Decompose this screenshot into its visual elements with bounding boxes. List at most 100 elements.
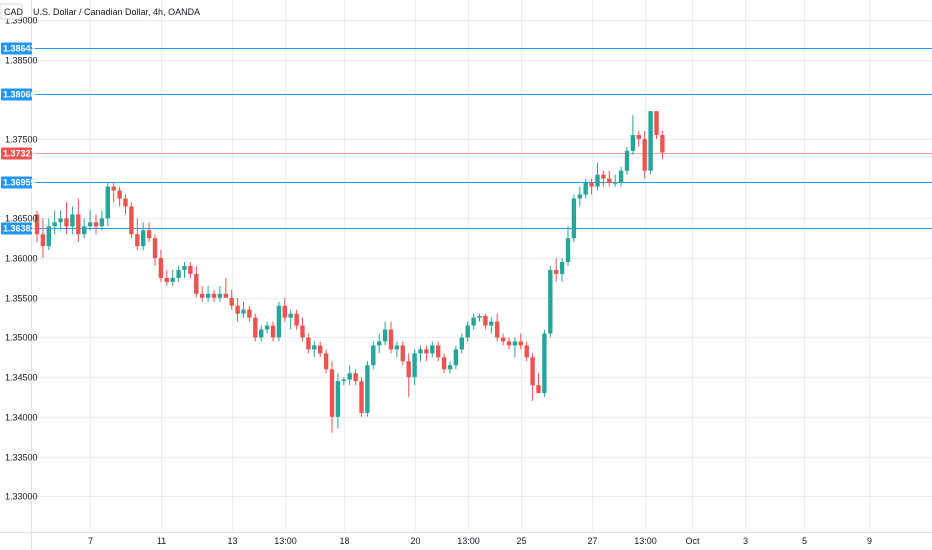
candle-body <box>152 238 158 259</box>
candle-body <box>447 365 453 370</box>
candle <box>306 333 311 354</box>
candle <box>335 373 341 429</box>
candle <box>300 317 305 342</box>
candle-body <box>512 341 518 346</box>
level-price-badge <box>1 88 32 101</box>
x-tick-label: 13:00 <box>634 536 657 546</box>
y-tick-label: 1.39000 <box>5 16 38 26</box>
candle <box>618 166 624 187</box>
price-badges: 1.38643 1.38066 1.36959 1.36382 1.37327 <box>1 42 36 235</box>
candle-body <box>601 174 606 179</box>
candle <box>359 377 364 417</box>
candle <box>158 250 164 282</box>
candle <box>276 301 282 342</box>
candle <box>223 277 228 298</box>
candle-body <box>613 182 618 184</box>
candle-body <box>329 369 335 417</box>
candle <box>571 194 577 243</box>
candle <box>229 289 234 310</box>
candle <box>406 353 411 398</box>
candle-body <box>323 353 329 370</box>
candle <box>506 337 512 350</box>
candle <box>365 361 370 417</box>
candle-body <box>194 273 199 294</box>
candle <box>93 214 99 235</box>
x-axis-ticks: 7 11 13 13:00 18 20 13:00 25 27 13:00 Oct 3 5 9 <box>88 536 872 546</box>
candle <box>64 202 69 235</box>
candle <box>76 198 81 243</box>
candle-body <box>135 234 140 247</box>
candle <box>382 321 388 346</box>
y-tick-label: 1.38500 <box>5 56 38 66</box>
candle-body <box>388 329 394 350</box>
candle-body <box>341 379 346 382</box>
candle <box>253 313 258 342</box>
candle-body <box>495 321 500 338</box>
y-tick-label: 1.35000 <box>5 333 38 343</box>
symbol-header[interactable]: CAD U.S. Dollar / Canadian Dollar, 4h, O… <box>0 3 200 20</box>
x-tick-label: 18 <box>339 536 349 546</box>
candle-body <box>441 357 447 370</box>
candle-body <box>247 309 252 318</box>
candle <box>341 377 346 386</box>
candle <box>371 341 376 370</box>
y-tick-label: 1.34500 <box>5 373 38 383</box>
candle-body <box>70 214 75 227</box>
candle-body <box>211 293 217 298</box>
candle-body <box>40 234 46 247</box>
candle <box>477 313 482 322</box>
candle-body <box>412 353 417 378</box>
candle-body <box>577 194 582 199</box>
candle-body <box>536 385 541 394</box>
y-tick-label: 1.33000 <box>5 492 38 502</box>
candle <box>217 285 223 302</box>
candle <box>70 206 75 235</box>
candle-body <box>542 333 547 394</box>
candle-body <box>223 293 228 298</box>
candle-body <box>141 230 146 247</box>
candle <box>294 309 299 330</box>
x-tick-label: Oct <box>685 536 700 546</box>
candle-body <box>465 325 470 338</box>
candle <box>654 111 659 139</box>
candle-body <box>483 316 488 326</box>
candle <box>164 269 169 286</box>
currency-badge-box[interactable] <box>0 3 23 20</box>
candle-body <box>105 186 110 219</box>
candle <box>323 349 329 374</box>
candle-body <box>111 186 116 191</box>
candle <box>211 289 217 302</box>
candle-body <box>200 293 205 298</box>
candle <box>613 174 618 187</box>
x-tick-label: 27 <box>587 536 597 546</box>
candle <box>642 131 647 179</box>
candle <box>554 258 559 282</box>
candle <box>353 369 358 386</box>
candle-body <box>282 305 287 318</box>
candle <box>518 333 523 350</box>
candle-body <box>559 262 565 274</box>
candle <box>630 115 636 155</box>
candle-body <box>300 325 305 338</box>
candle <box>117 186 122 207</box>
candle-body <box>571 198 577 239</box>
candle-body <box>565 238 571 263</box>
candle-body <box>589 182 594 187</box>
candle-body <box>188 266 193 274</box>
candle <box>176 266 181 282</box>
candle <box>595 162 600 191</box>
candle <box>288 309 293 330</box>
candle-body <box>418 349 423 354</box>
candle-body <box>607 178 612 183</box>
candle-body <box>270 325 276 338</box>
candle-body <box>436 345 441 358</box>
y-axis-ticks: 1.39000 1.38500 1.37500 1.36500 1.36000 1.355… <box>5 16 38 502</box>
candle-body <box>276 305 282 338</box>
x-tick-label: 9 <box>867 536 872 546</box>
y-tick-label: 1.36000 <box>5 254 38 264</box>
candle <box>624 146 630 175</box>
candle-body <box>64 218 69 227</box>
candle <box>329 361 335 433</box>
